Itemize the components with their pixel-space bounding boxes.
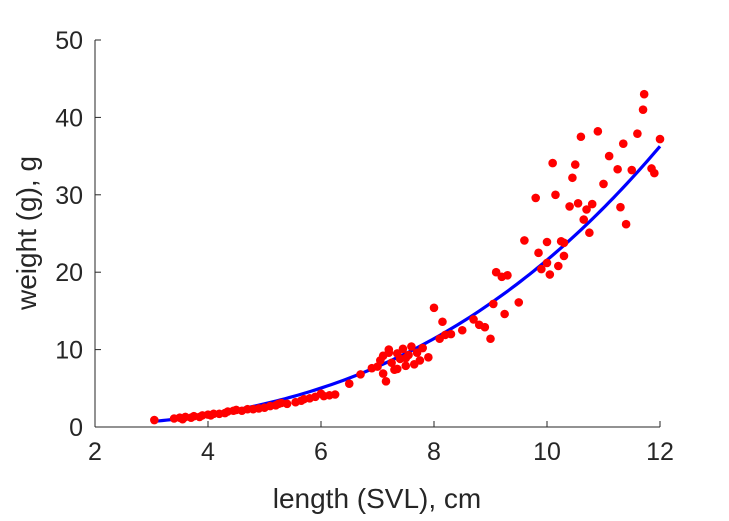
y-tick-label: 50 — [55, 27, 83, 55]
fit-curve — [154, 145, 662, 423]
data-point — [330, 390, 340, 399]
data-point — [344, 379, 354, 388]
data-point — [150, 415, 159, 425]
data-point — [282, 399, 292, 409]
data-point — [392, 364, 402, 374]
y-tick-label: 40 — [55, 104, 83, 132]
y-tick-label: 20 — [55, 259, 83, 287]
data-point — [387, 358, 396, 368]
data-point — [401, 353, 411, 363]
data-point — [486, 334, 495, 344]
data-point — [418, 343, 428, 353]
data-point — [618, 139, 628, 149]
data-point — [514, 298, 524, 307]
data-point — [407, 342, 416, 351]
x-tick-label: 10 — [533, 438, 561, 466]
x-tick-label: 8 — [427, 438, 441, 466]
data-point — [534, 248, 543, 258]
data-point — [559, 238, 569, 248]
data-point — [457, 325, 467, 335]
x-axis-label: length (SVL), cm — [273, 483, 482, 514]
data-point — [384, 348, 394, 358]
data-point — [542, 237, 552, 247]
data-point — [438, 317, 447, 327]
data-point — [542, 258, 552, 268]
axes: 2 4 6 8 10 12 0 10 20 30 40 50 — [55, 27, 674, 466]
data-point — [579, 215, 589, 224]
data-point — [412, 348, 422, 358]
data-point — [398, 344, 408, 354]
data-point — [582, 205, 591, 214]
data-point — [621, 219, 631, 229]
data-point — [604, 151, 614, 161]
data-point — [599, 179, 608, 189]
y-axis-label: weight (g), g — [11, 156, 42, 311]
data-point — [520, 236, 529, 245]
x-tick-label: 4 — [201, 438, 215, 466]
x-tick-label: 2 — [88, 438, 102, 466]
data-points — [150, 89, 665, 425]
data-point — [573, 199, 583, 208]
data-point — [480, 322, 490, 332]
data-point — [633, 129, 642, 138]
y-tick-label: 0 — [69, 414, 83, 442]
data-point — [356, 370, 365, 379]
fit-curve-group — [154, 145, 662, 423]
data-point — [548, 158, 557, 168]
data-point — [639, 89, 649, 99]
data-point — [489, 299, 498, 309]
data-point — [441, 330, 450, 340]
data-point — [616, 202, 625, 212]
y-tick-label: 10 — [55, 337, 83, 365]
data-point — [650, 168, 659, 178]
data-point — [613, 164, 622, 174]
data-point — [568, 173, 577, 183]
data-point — [551, 190, 560, 200]
data-point — [429, 303, 439, 313]
data-point — [531, 193, 540, 203]
data-point — [570, 160, 580, 169]
data-point — [638, 105, 648, 114]
data-point — [378, 369, 388, 378]
data-point — [381, 377, 391, 386]
data-point — [554, 261, 563, 271]
data-point — [565, 202, 574, 211]
data-point — [469, 315, 478, 324]
data-point — [585, 228, 594, 238]
x-tick-label: 6 — [314, 438, 328, 466]
data-point — [655, 134, 665, 144]
x-tick-label: 12 — [646, 438, 674, 466]
data-point — [593, 127, 603, 136]
data-point — [537, 264, 546, 274]
data-point — [503, 271, 512, 280]
data-point — [424, 353, 433, 362]
data-point — [576, 132, 586, 142]
data-point — [545, 270, 555, 279]
data-point — [401, 361, 411, 371]
data-point — [559, 251, 569, 261]
y-tick-label: 30 — [55, 182, 83, 210]
data-point — [500, 309, 509, 319]
data-point — [587, 199, 597, 209]
data-point — [415, 356, 425, 365]
data-point — [627, 165, 637, 175]
